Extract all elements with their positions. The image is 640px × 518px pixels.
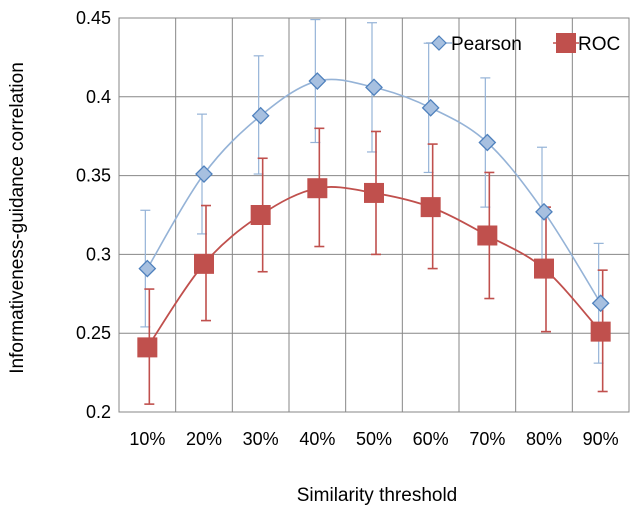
legend-roc-label: ROC (578, 34, 620, 55)
roc-point (420, 197, 441, 218)
roc-point (534, 258, 554, 279)
x-axis-title: Similarity threshold (297, 485, 458, 506)
pearson-point (195, 165, 213, 183)
pearson-point (365, 78, 383, 97)
roc-point (477, 225, 498, 246)
roc-point (364, 182, 384, 203)
pearson-point (535, 202, 553, 221)
pearson-point (251, 106, 270, 125)
roc-point (250, 205, 271, 225)
legend-item-pearson: Pearson (426, 34, 522, 55)
series-layer (137, 18, 611, 405)
y-tick-label: 0.4 (86, 87, 111, 107)
x-tick-label: 30% (243, 429, 279, 449)
roc-point (590, 321, 611, 342)
y-tick-label: 0.25 (76, 323, 111, 343)
roc-point (307, 178, 328, 199)
roc-curve (146, 186, 602, 348)
pearson-point (478, 133, 497, 152)
pearson-points (138, 72, 610, 313)
pearson-point (308, 72, 327, 90)
legend-pearson-diamond-marker (431, 35, 447, 51)
x-axis-tick-labels: 10% 20% 30% 40% 50% 60% 70% 80% 90% (129, 429, 618, 449)
y-tick-label: 0.45 (76, 8, 111, 28)
legend: Pearson ROC (426, 33, 620, 55)
x-tick-label: 90% (583, 429, 619, 449)
x-tick-label: 80% (526, 429, 562, 449)
legend-item-roc: ROC (553, 33, 620, 55)
pearson-point (138, 259, 157, 278)
x-tick-label: 50% (356, 429, 392, 449)
pearson-point (421, 98, 440, 117)
legend-roc-square-marker (556, 33, 576, 53)
plot-area-border (118, 17, 630, 413)
x-tick-label: 40% (299, 429, 335, 449)
roc-points (137, 178, 611, 358)
roc-point (194, 253, 214, 274)
y-tick-label: 0.2 (86, 402, 111, 422)
y-axis-tick-labels: 0.2 0.25 0.3 0.35 0.4 0.45 (76, 8, 111, 422)
x-tick-label: 60% (413, 429, 449, 449)
y-axis-title: Informativeness-guidance correlation (7, 62, 28, 374)
x-tick-label: 20% (186, 429, 222, 449)
x-tick-label: 70% (469, 429, 505, 449)
y-tick-label: 0.3 (86, 244, 111, 264)
x-tick-label: 10% (129, 429, 165, 449)
grid-lines (119, 17, 629, 413)
y-tick-label: 0.35 (76, 166, 111, 186)
pearson-point (591, 294, 610, 313)
roc-point (137, 337, 158, 358)
legend-pearson-label: Pearson (451, 34, 522, 55)
